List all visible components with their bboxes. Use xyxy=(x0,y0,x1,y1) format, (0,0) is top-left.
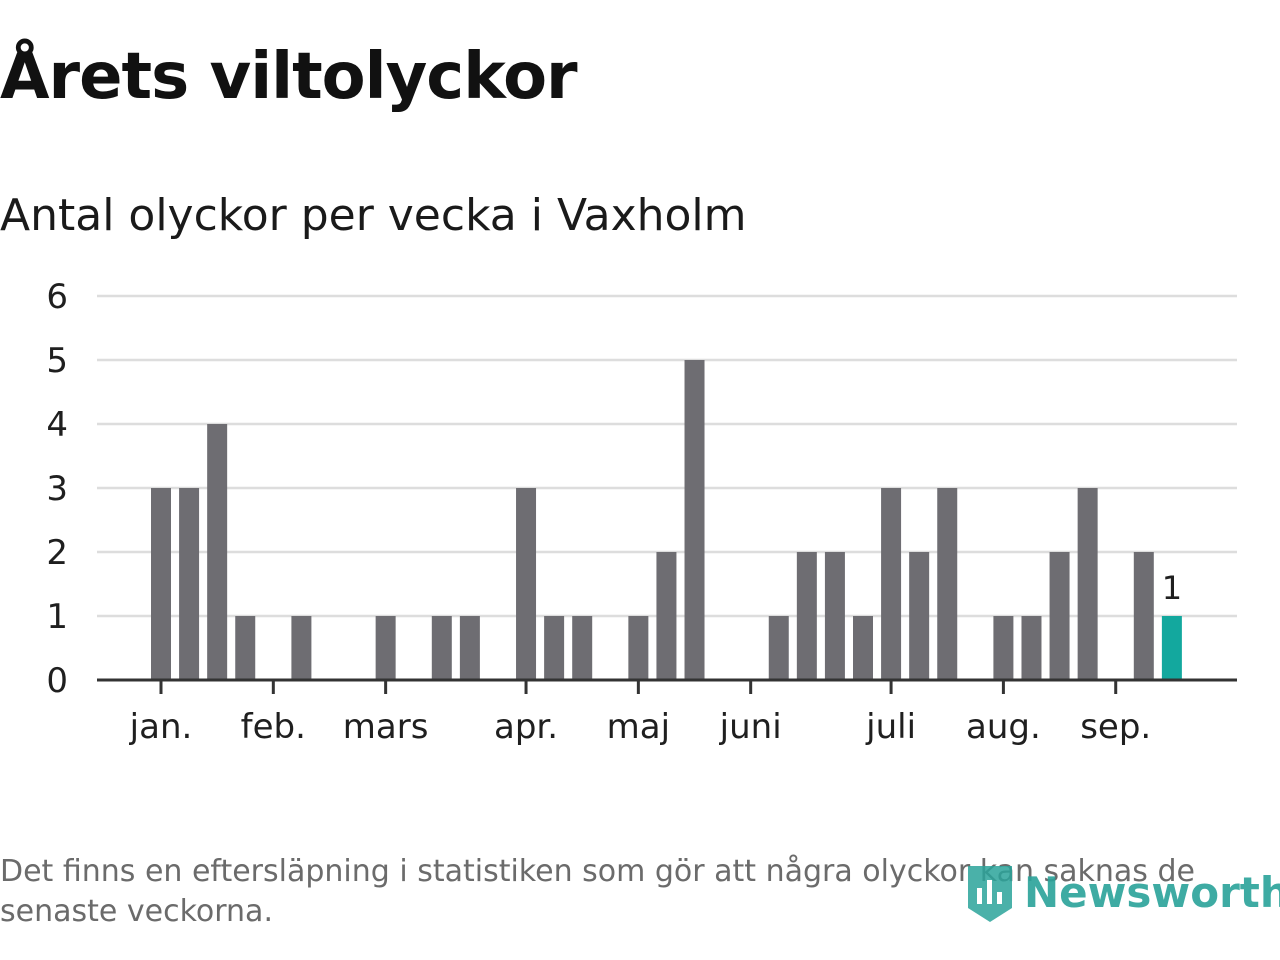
bar xyxy=(544,616,565,680)
y-tick-label: 2 xyxy=(46,533,68,573)
bar xyxy=(431,616,452,680)
bar xyxy=(853,616,873,680)
x-tick-label: feb. xyxy=(241,707,306,747)
bar-chart: 0 1 2 3 4 5 6 1 jan. feb. mars apr. maj juni juli aug. s… xyxy=(46,277,1237,747)
y-tick-label: 0 xyxy=(46,661,68,701)
chart-subtitle: Antal olyckor per vecka i Vaxholm xyxy=(0,190,747,241)
y-tick-label: 6 xyxy=(46,277,68,317)
x-tick-label: juni xyxy=(719,707,782,747)
bar xyxy=(516,488,537,680)
chart-title: Årets viltolyckor xyxy=(0,40,578,114)
bar xyxy=(1077,488,1098,680)
bar xyxy=(1021,616,1042,680)
bar xyxy=(1049,552,1070,680)
brand-logo: Newsworthy xyxy=(964,858,1280,926)
x-tick-label: apr. xyxy=(494,707,558,747)
bar xyxy=(796,552,817,680)
y-tick-label: 1 xyxy=(46,597,68,637)
bar xyxy=(628,616,649,680)
x-tick-label: maj xyxy=(607,707,670,747)
bar xyxy=(459,616,480,680)
bar xyxy=(656,552,677,680)
bar xyxy=(684,360,705,680)
bar xyxy=(937,488,958,680)
bar xyxy=(768,616,789,680)
y-tick-label: 5 xyxy=(46,341,68,381)
data-label: 1 xyxy=(1162,569,1182,607)
x-tick-label: sep. xyxy=(1080,707,1151,747)
y-tick-label: 4 xyxy=(46,405,68,445)
x-tick-label: juli xyxy=(865,707,916,747)
x-tick-label: aug. xyxy=(966,707,1041,747)
x-tick-label: jan. xyxy=(129,707,193,747)
brand-name: Newsworthy xyxy=(1024,867,1280,917)
bar xyxy=(207,424,228,680)
bar xyxy=(572,616,593,680)
y-tick-label: 3 xyxy=(46,469,68,509)
bar xyxy=(235,616,256,680)
bar xyxy=(993,616,1014,680)
bar-highlight xyxy=(1161,616,1182,680)
bar xyxy=(881,488,902,680)
bar xyxy=(909,552,930,680)
bar xyxy=(291,616,312,680)
bar xyxy=(375,616,396,680)
bar xyxy=(824,552,845,680)
newsworthy-logo-icon xyxy=(968,866,1012,922)
bar xyxy=(151,488,171,680)
bar xyxy=(179,488,200,680)
bar xyxy=(1133,552,1154,680)
x-tick-label: mars xyxy=(343,707,429,747)
